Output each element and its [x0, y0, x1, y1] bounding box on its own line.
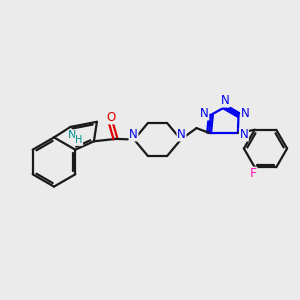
Text: N: N	[177, 128, 186, 141]
Text: N: N	[68, 130, 76, 140]
Text: N: N	[241, 107, 250, 120]
Text: N: N	[239, 128, 248, 141]
Text: N: N	[200, 107, 209, 120]
Text: H: H	[75, 135, 82, 146]
Text: O: O	[106, 111, 116, 124]
Text: F: F	[250, 167, 257, 180]
Text: N: N	[220, 94, 230, 107]
Text: N: N	[129, 128, 138, 141]
